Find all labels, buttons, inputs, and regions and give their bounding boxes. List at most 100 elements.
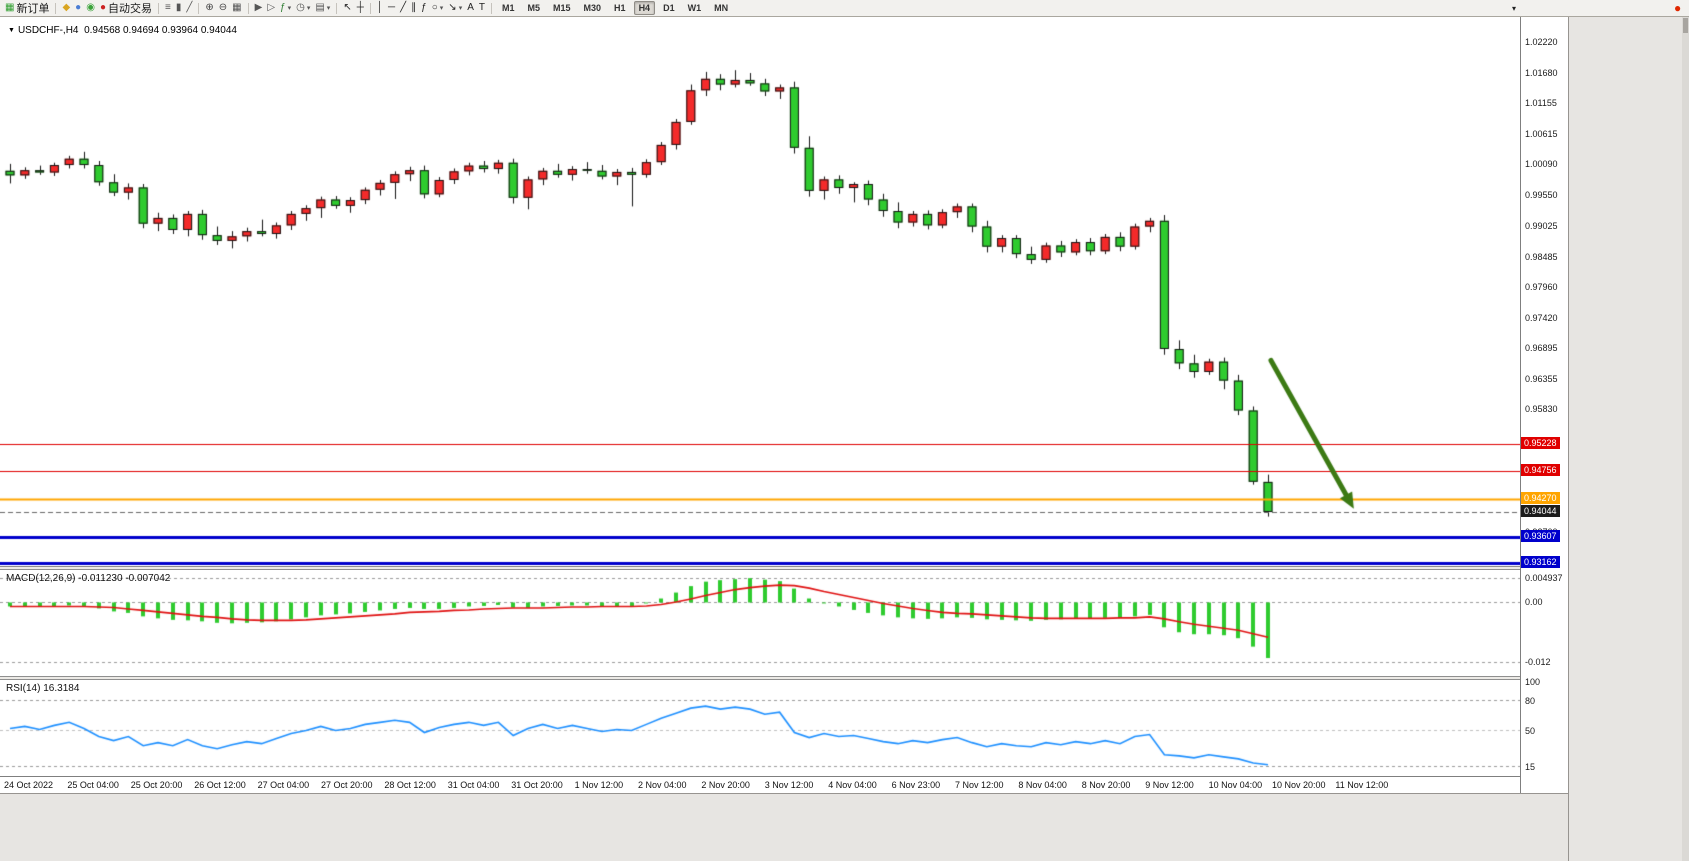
timeframe-m1-button[interactable]: M1: [501, 3, 515, 13]
hline-button[interactable]: ─: [386, 1, 397, 15]
scrollbar-thumb[interactable]: [1683, 18, 1688, 33]
timeframe-m30-button[interactable]: M30: [583, 3, 602, 13]
cursor-button[interactable]: ↖: [341, 1, 353, 15]
chart-shift-button[interactable]: ▷: [265, 1, 277, 15]
rsi-scale-label: 100: [1525, 677, 1541, 687]
toolbar-separator: [336, 2, 338, 14]
macd-signal-value: -0.007042: [125, 573, 171, 584]
zoom-out-icon: ⊖: [218, 2, 228, 13]
shapes-button[interactable]: ○ ▾: [430, 1, 446, 15]
auto-scroll-button[interactable]: ▶: [253, 1, 265, 15]
price-line-label: 0.95228: [1521, 436, 1560, 449]
chart-ohlc-values: 0.94568 0.94694 0.93964 0.94044: [84, 25, 237, 36]
macd-scale-label: -0.012: [1525, 657, 1551, 667]
toolbar-separator: [369, 2, 371, 14]
zoom-in-icon: ⊕: [205, 2, 214, 13]
rsi-label: RSI(14) 16.3184: [6, 683, 79, 694]
timeframe-m15-button[interactable]: M15: [553, 3, 571, 13]
arrows-button[interactable]: ↘ ▾: [446, 1, 464, 15]
main-chart-canvas[interactable]: [0, 17, 1520, 566]
time-axis-label: 11 Nov 12:00: [1335, 780, 1389, 790]
timeframe-h1-button[interactable]: H1: [614, 3, 626, 13]
status-indicator[interactable]: ●: [1672, 1, 1683, 15]
time-axis[interactable]: 24 Oct 2022 25 Oct 04:00 25 Oct 20:00 26 Oc…: [0, 776, 1520, 793]
macd-label: MACD(12,26,9) -0.011230 -0.007042: [6, 573, 170, 584]
new-order-icon: ▦: [5, 2, 15, 13]
timeframe-m5-button[interactable]: M5: [527, 3, 541, 13]
time-axis-label: 27 Oct 04:00: [257, 780, 310, 790]
crosshair-button[interactable]: ┼: [355, 1, 366, 15]
market-watch-button[interactable]: ◉: [84, 1, 97, 15]
new-order-button[interactable]: ▦ 新订单: [3, 1, 51, 15]
timeframe-mn-button[interactable]: MN: [714, 3, 729, 13]
chart-bars-button[interactable]: ≡: [163, 1, 173, 15]
text-label-button[interactable]: T: [477, 1, 487, 15]
chart-line-button[interactable]: ╱: [184, 1, 194, 15]
pane-divider[interactable]: [0, 566, 1520, 570]
time-axis-label: 4 Nov 04:00: [828, 780, 877, 790]
channel-button[interactable]: ∥: [409, 1, 418, 15]
mql-wizard-button[interactable]: ◆: [60, 1, 72, 15]
time-axis-label: 2 Nov 04:00: [638, 780, 687, 790]
vline-button[interactable]: │: [375, 1, 385, 15]
trendline-button[interactable]: ╱: [398, 1, 408, 15]
rsi-scale-label: 50: [1525, 726, 1536, 737]
zoom-in-button[interactable]: ⊕: [203, 1, 215, 15]
timeframe-w1-button[interactable]: W1: [687, 3, 702, 13]
chevron-down-icon: ▾: [439, 5, 444, 12]
new-order-button-label: 新订单: [16, 3, 50, 15]
periods-button[interactable]: ◷ ▾: [294, 1, 312, 15]
rsi-canvas[interactable]: [0, 680, 1520, 776]
fibonacci-button[interactable]: ƒ: [419, 1, 429, 15]
text-button[interactable]: A: [465, 1, 476, 15]
time-axis-label: 10 Nov 04:00: [1208, 780, 1263, 790]
vertical-scrollbar[interactable]: [1682, 17, 1689, 861]
price-scale-label: 0.97420: [1525, 312, 1558, 323]
autotrade-button-label: 自动交易: [107, 3, 152, 15]
tile-windows-button[interactable]: ▦: [230, 1, 243, 15]
autotrade-icon: ●: [99, 2, 106, 13]
wizard-icon: ◆: [62, 2, 71, 13]
toolbar-overflow-button[interactable]: ▾: [1510, 2, 1518, 16]
shapes-icon: ○: [431, 2, 438, 13]
macd-pane: MACD(12,26,9) -0.011230 -0.007042: [0, 570, 1520, 676]
time-axis-label: 25 Oct 20:00: [130, 780, 183, 790]
price-scale-label: 1.01155: [1525, 98, 1557, 109]
time-axis-label: 24 Oct 2022: [4, 780, 54, 790]
toolbar-separator: [55, 2, 57, 14]
chevron-down-icon: ▾: [326, 5, 331, 12]
horizontal-line-icon: ─: [388, 2, 396, 13]
timeframe-h4-button[interactable]: H4: [633, 1, 656, 15]
profile-button[interactable]: ●: [73, 1, 83, 15]
price-scale-label: 0.98485: [1525, 251, 1558, 262]
price-axis[interactable]: 1.02220 1.01680 1.01155 1.00615 1.00090 0.995…: [1520, 17, 1568, 793]
time-axis-label: 6 Nov 23:00: [891, 780, 941, 790]
rsi-pane: RSI(14) 16.3184: [0, 680, 1520, 776]
timeframe-d1-button[interactable]: D1: [663, 3, 675, 13]
text-icon: A: [467, 2, 474, 13]
chart-symbol-period: USDCHF-,H4: [17, 25, 79, 36]
trendline-icon: ╱: [400, 2, 407, 13]
price-scale-label: 1.00615: [1525, 129, 1558, 140]
price-line-label: 0.94756: [1521, 464, 1560, 477]
pane-divider[interactable]: [0, 676, 1520, 680]
templates-button[interactable]: ▤ ▾: [313, 1, 332, 15]
bar-chart-icon: ≡: [164, 2, 171, 13]
market-watch-icon: ◉: [86, 2, 95, 13]
macd-canvas[interactable]: [0, 570, 1520, 676]
main-chart-pane: ▼ USDCHF-,H4 0.94568 0.94694 0.93964 0.94…: [0, 17, 1520, 566]
bid-price-label: 0.94044: [1521, 505, 1560, 518]
zoom-out-button[interactable]: ⊖: [217, 1, 229, 15]
chart-dropdown-icon[interactable]: ▼: [8, 27, 15, 34]
indicators-button[interactable]: ƒ ▾: [278, 1, 293, 15]
workspace-background: [1568, 17, 1689, 861]
rsi-scale-label: 80: [1525, 696, 1536, 706]
line-chart-icon: ╱: [186, 2, 193, 13]
channel-icon: ∥: [411, 2, 417, 13]
time-axis-label: 7 Nov 12:00: [955, 780, 1004, 790]
price-scale-label: 0.96895: [1525, 343, 1558, 354]
window-bottom-area: [0, 793, 1568, 861]
autotrade-button[interactable]: ● 自动交易: [98, 1, 154, 15]
chart-candles-button[interactable]: ▮: [174, 1, 184, 15]
time-axis-label: 1 Nov 12:00: [574, 780, 624, 790]
